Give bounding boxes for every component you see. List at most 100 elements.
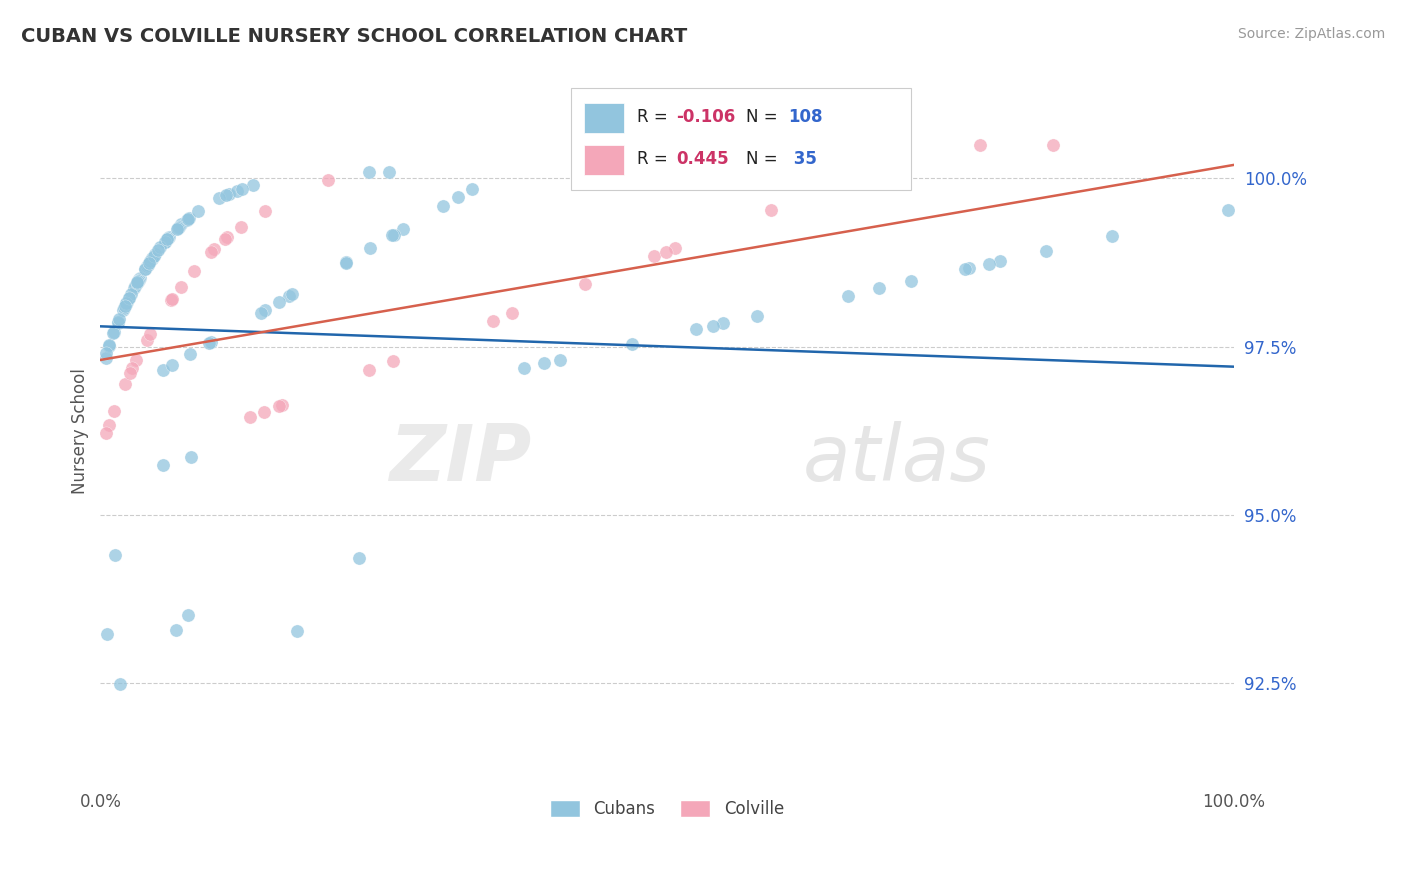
Y-axis label: Nursery School: Nursery School xyxy=(72,368,89,493)
Point xyxy=(281,287,304,301)
Point xyxy=(955,262,977,277)
Point xyxy=(128,271,150,285)
Point xyxy=(200,334,222,349)
Point xyxy=(574,277,596,291)
Point xyxy=(198,335,221,350)
Point xyxy=(115,296,138,310)
Point xyxy=(141,252,163,266)
Point xyxy=(377,165,399,179)
Point xyxy=(120,287,142,301)
Point xyxy=(96,346,118,360)
Point xyxy=(267,295,290,310)
Point xyxy=(1218,202,1240,217)
FancyBboxPatch shape xyxy=(585,145,624,175)
Point xyxy=(124,279,146,293)
Point xyxy=(103,325,125,339)
Point xyxy=(957,261,980,276)
Point xyxy=(125,276,148,290)
Text: N =: N = xyxy=(747,108,783,126)
Point xyxy=(166,222,188,236)
Point xyxy=(702,318,724,333)
Point xyxy=(187,203,209,218)
Point xyxy=(868,281,890,295)
Point xyxy=(156,232,179,246)
Point xyxy=(359,241,381,255)
Point xyxy=(120,366,142,380)
Point xyxy=(134,262,156,277)
Point xyxy=(231,182,253,196)
Point xyxy=(112,303,135,318)
Point xyxy=(242,178,264,193)
Point xyxy=(118,291,141,305)
Point xyxy=(122,281,145,295)
Point xyxy=(179,347,201,361)
Point xyxy=(513,360,536,375)
Point xyxy=(108,677,131,691)
Point xyxy=(167,219,190,234)
Point xyxy=(96,627,118,641)
Point xyxy=(114,299,136,313)
Point xyxy=(108,312,131,326)
Point xyxy=(655,244,678,259)
Point xyxy=(501,306,523,320)
Point xyxy=(254,302,277,317)
Point xyxy=(112,301,135,316)
Point xyxy=(1035,244,1057,259)
Legend: Cubans, Colville: Cubans, Colville xyxy=(544,793,790,825)
Point xyxy=(176,212,198,227)
Point xyxy=(141,252,163,266)
Point xyxy=(1101,229,1123,244)
Point xyxy=(167,220,190,235)
Point xyxy=(208,191,231,205)
Point xyxy=(177,608,200,623)
Point xyxy=(381,228,404,243)
Point xyxy=(357,363,380,377)
Point xyxy=(267,399,290,413)
Point xyxy=(620,337,643,351)
Point xyxy=(127,274,149,288)
Point xyxy=(156,232,179,246)
Point xyxy=(550,352,572,367)
Text: R =: R = xyxy=(637,108,672,126)
Point xyxy=(136,258,159,272)
Point xyxy=(285,624,308,638)
Point xyxy=(152,458,174,472)
Point xyxy=(135,333,157,347)
Point xyxy=(104,549,127,563)
Point xyxy=(121,361,143,376)
Point xyxy=(165,623,187,637)
Point xyxy=(215,188,238,202)
Point xyxy=(1042,137,1064,152)
Point xyxy=(217,230,239,244)
Point xyxy=(335,256,357,270)
Point xyxy=(685,322,707,336)
Point xyxy=(183,264,205,278)
Point xyxy=(135,260,157,274)
Point xyxy=(900,274,922,288)
Point xyxy=(125,353,148,368)
Text: -0.106: -0.106 xyxy=(676,108,735,126)
Point xyxy=(107,316,129,330)
Point xyxy=(127,274,149,288)
Point xyxy=(97,418,120,433)
Point xyxy=(179,211,201,225)
Point xyxy=(382,227,405,242)
Text: 0.445: 0.445 xyxy=(676,151,728,169)
Point xyxy=(347,551,370,566)
Point xyxy=(160,293,183,307)
Point xyxy=(761,202,783,217)
Point xyxy=(318,173,340,187)
Point xyxy=(97,339,120,353)
Point xyxy=(392,222,415,236)
Text: atlas: atlas xyxy=(803,421,991,497)
Point xyxy=(664,241,686,255)
Text: N =: N = xyxy=(747,151,783,169)
Point xyxy=(128,272,150,286)
Point xyxy=(226,184,249,198)
Point xyxy=(103,326,125,341)
Point xyxy=(533,356,555,370)
Point xyxy=(118,291,141,305)
Point xyxy=(142,249,165,263)
Point xyxy=(253,405,276,419)
Point xyxy=(170,279,193,293)
